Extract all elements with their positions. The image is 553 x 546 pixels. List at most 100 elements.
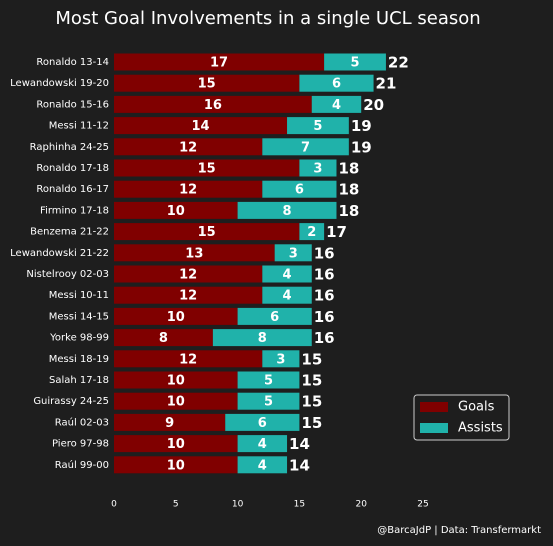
total-label: 16 (314, 287, 335, 305)
total-label: 15 (301, 350, 322, 368)
value-label: 6 (270, 310, 279, 325)
bar-segment (114, 74, 300, 92)
value-label: 10 (167, 395, 185, 410)
bar-segment (114, 435, 238, 453)
y-tick-label: Yorke 98-99 (49, 333, 109, 344)
bar-segment (324, 53, 386, 71)
total-label: 14 (289, 435, 310, 453)
total-label: 17 (326, 223, 347, 241)
y-tick-label: Benzema 21-22 (30, 227, 109, 238)
bar-segment (114, 95, 312, 113)
total-label: 15 (301, 393, 322, 411)
y-tick-label: Ronaldo 17-18 (36, 163, 109, 174)
value-label: 13 (185, 246, 203, 261)
bar-segment (299, 159, 337, 177)
value-label: 10 (167, 437, 185, 452)
total-label: 22 (388, 54, 409, 72)
value-label: 7 (301, 140, 310, 155)
value-label: 12 (179, 183, 197, 198)
y-tick-label: Messi 10-11 (49, 290, 109, 301)
y-tick-label: Raúl 02-03 (55, 416, 109, 428)
legend-swatch (420, 423, 448, 433)
value-label: 10 (167, 310, 185, 325)
value-label: 4 (258, 437, 267, 452)
y-tick-label: Firmino 17-18 (40, 205, 109, 216)
total-label: 16 (314, 329, 335, 347)
value-label: 8 (258, 331, 267, 346)
value-label: 3 (276, 352, 285, 367)
y-tick-label: Lewandowski 21-22 (10, 248, 109, 259)
total-label: 19 (351, 138, 372, 156)
bar-segment (114, 329, 213, 347)
x-tick-label: 15 (294, 500, 305, 510)
y-tick-label: Piero 97-98 (52, 439, 109, 450)
y-tick-label: Messi 11-12 (49, 121, 109, 132)
value-label: 6 (295, 183, 304, 198)
bar-segment (287, 117, 349, 135)
bar-segment (262, 286, 312, 304)
total-label: 16 (314, 266, 335, 284)
value-label: 4 (258, 458, 267, 473)
bar-segment (299, 223, 325, 241)
bar-segment (237, 392, 300, 410)
value-label: 12 (179, 268, 197, 283)
value-label: 8 (159, 331, 168, 346)
x-tick-label: 20 (355, 500, 367, 510)
value-label: 15 (198, 162, 216, 177)
bar-segment (262, 350, 300, 368)
value-label: 4 (332, 98, 341, 113)
value-label: 3 (289, 246, 298, 261)
value-label: 4 (283, 268, 292, 283)
y-tick-label: Lewandowski 19-20 (10, 78, 109, 89)
x-tick-label: 0 (111, 500, 117, 510)
value-label: 17 (210, 56, 228, 71)
value-label: 2 (307, 225, 316, 240)
bar-segment (262, 180, 337, 198)
value-label: 8 (283, 204, 292, 219)
value-label: 3 (313, 162, 322, 177)
bar-segment (212, 329, 312, 347)
bar-segment (114, 117, 288, 135)
bar-segment (237, 435, 288, 453)
value-label: 5 (264, 395, 273, 410)
y-tick-label: Messi 18-19 (49, 354, 109, 365)
bar-segment (274, 244, 312, 262)
total-label: 18 (338, 160, 359, 178)
source-note: @BarcaJdP | Data: Transfermarkt (377, 525, 541, 536)
y-tick-label: Raphinha 24-25 (30, 142, 109, 153)
bar-segment (114, 286, 263, 304)
value-label: 16 (204, 98, 222, 113)
y-tick-label: Nistelrooy 02-03 (26, 269, 109, 280)
bar-segment (114, 350, 263, 368)
bar-segment (114, 307, 238, 325)
total-label: 15 (301, 414, 322, 432)
legend-label: Assists (458, 421, 503, 436)
value-label: 9 (165, 416, 174, 431)
bar-segment (114, 392, 238, 410)
y-tick-label: Messi 14-15 (49, 311, 109, 322)
total-label: 14 (289, 456, 310, 474)
legend-label: Goals (458, 400, 495, 415)
bar-segment (237, 307, 312, 325)
value-label: 10 (167, 374, 185, 389)
total-label: 16 (314, 244, 335, 262)
bar-segment (311, 95, 362, 113)
total-label: 16 (314, 308, 335, 326)
bar-segment (114, 53, 325, 71)
total-label: 15 (301, 372, 322, 390)
y-tick-label: Guirassy 24-25 (33, 396, 109, 407)
bar-segment (262, 265, 312, 283)
y-tick-label: Ronaldo 15-16 (36, 99, 109, 110)
x-tick-label: 10 (232, 500, 244, 510)
total-label: 21 (376, 75, 397, 93)
total-label: 19 (351, 117, 372, 135)
value-label: 12 (179, 140, 197, 155)
bar-segment (237, 371, 300, 389)
value-label: 5 (264, 374, 273, 389)
bar-segment (299, 74, 374, 92)
x-tick-label: 25 (417, 500, 428, 510)
bar-segment (114, 265, 263, 283)
y-tick-label: Ronaldo 13-14 (36, 57, 109, 68)
y-tick-label: Salah 17-18 (49, 375, 109, 386)
total-label: 18 (338, 181, 359, 199)
